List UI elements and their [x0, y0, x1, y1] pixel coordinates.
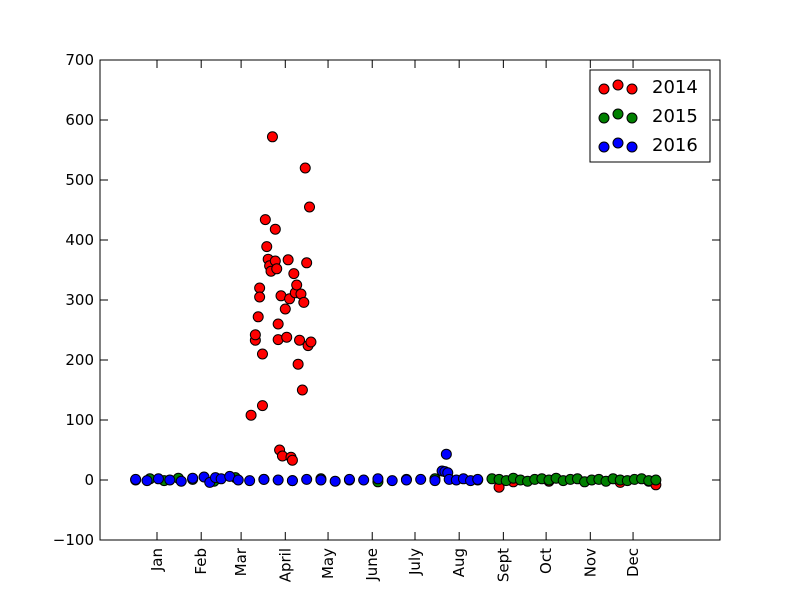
point-2014: [256, 348, 268, 360]
point-2014: [296, 384, 308, 396]
point-2014: [305, 336, 317, 348]
point-2014: [271, 263, 283, 275]
y-tick-label: 100: [65, 411, 94, 429]
point-2016: [187, 472, 199, 484]
point-2014: [294, 334, 306, 346]
legend: 2014 2015 2016: [589, 69, 711, 163]
x-tick-label: Sept: [494, 548, 512, 582]
point-2016: [372, 473, 384, 485]
point-2014: [245, 409, 257, 421]
point-2016: [400, 474, 412, 486]
point-2016: [258, 473, 270, 485]
point-2014: [269, 223, 281, 235]
y-axis: −100 0 100 200 300 400 500 600 700: [53, 51, 720, 549]
x-tick-label: Dec: [624, 548, 642, 577]
point-2016: [386, 475, 398, 487]
x-tick-label: Jan: [148, 548, 166, 572]
point-2014: [254, 291, 266, 303]
y-tick-label: 200: [65, 351, 94, 369]
point-2014: [304, 201, 316, 213]
x-axis: Jan Feb Mar April May June July Aug Sept Oct Nov De…: [148, 60, 642, 582]
series-2014: [245, 131, 662, 493]
y-tick-label: 0: [84, 471, 94, 489]
x-tick-label: Feb: [192, 548, 210, 575]
y-tick-label: 300: [65, 291, 94, 309]
legend-marker: [612, 137, 624, 149]
point-2016: [358, 474, 370, 486]
point-2016: [286, 475, 298, 487]
point-2016: [244, 475, 256, 487]
point-2016: [315, 474, 327, 486]
point-2014: [301, 257, 313, 269]
point-2016: [130, 473, 142, 485]
y-tick-label: 500: [65, 171, 94, 189]
legend-marker: [598, 83, 610, 95]
point-2016: [272, 474, 284, 486]
legend-label: 2014: [652, 77, 698, 98]
x-tick-label: Nov: [581, 548, 599, 577]
legend-marker: [598, 112, 610, 124]
point-2014: [279, 303, 291, 315]
point-2014: [249, 329, 261, 341]
x-tick-label: April: [276, 548, 294, 582]
legend-marker: [598, 141, 610, 153]
x-tick-label: Aug: [450, 548, 468, 577]
point-2014: [286, 454, 298, 466]
point-2016: [329, 475, 341, 487]
point-2016: [343, 473, 355, 485]
x-tick-label: Oct: [537, 548, 555, 574]
x-tick-label: May: [319, 548, 337, 579]
y-tick-label: 600: [65, 111, 94, 129]
series-2016: [130, 448, 484, 488]
legend-marker: [612, 79, 624, 91]
point-2016: [175, 475, 187, 487]
y-tick-label: 400: [65, 231, 94, 249]
point-2014: [261, 241, 273, 253]
legend-entry-2016: 2016: [598, 135, 698, 156]
point-2016: [164, 474, 176, 486]
legend-label: 2016: [652, 135, 698, 156]
point-2014: [298, 296, 310, 308]
y-tick-label: −100: [53, 531, 94, 549]
point-2014: [299, 162, 311, 174]
point-2014: [288, 268, 300, 280]
series-layer: [130, 131, 662, 493]
x-tick-label: July: [406, 548, 424, 576]
legend-entry-2015: 2015: [598, 106, 698, 127]
legend-entry-2014: 2014: [598, 77, 698, 98]
point-2016: [429, 475, 441, 487]
legend-label: 2015: [652, 106, 698, 127]
point-2016: [141, 475, 153, 487]
point-2014: [282, 254, 294, 266]
point-2014: [252, 311, 264, 323]
point-2016: [415, 473, 427, 485]
point-2014: [292, 358, 304, 370]
point-2014: [291, 279, 303, 291]
legend-marker: [626, 112, 638, 124]
legend-box: [589, 69, 711, 163]
point-2014: [281, 331, 293, 343]
legend-marker: [626, 83, 638, 95]
point-2014: [272, 318, 284, 330]
point-2014: [259, 214, 271, 226]
point-2016: [152, 473, 164, 485]
point-2016: [440, 448, 452, 460]
point-2016: [472, 473, 484, 485]
point-2014: [266, 131, 278, 143]
point-2016: [232, 474, 244, 486]
point-2016: [301, 473, 313, 485]
point-2015: [650, 474, 662, 486]
legend-marker: [612, 108, 624, 120]
y-tick-label: 700: [65, 51, 94, 69]
point-2014: [256, 400, 268, 412]
legend-marker: [626, 141, 638, 153]
x-tick-label: Mar: [232, 547, 250, 576]
x-tick-label: June: [363, 548, 381, 582]
